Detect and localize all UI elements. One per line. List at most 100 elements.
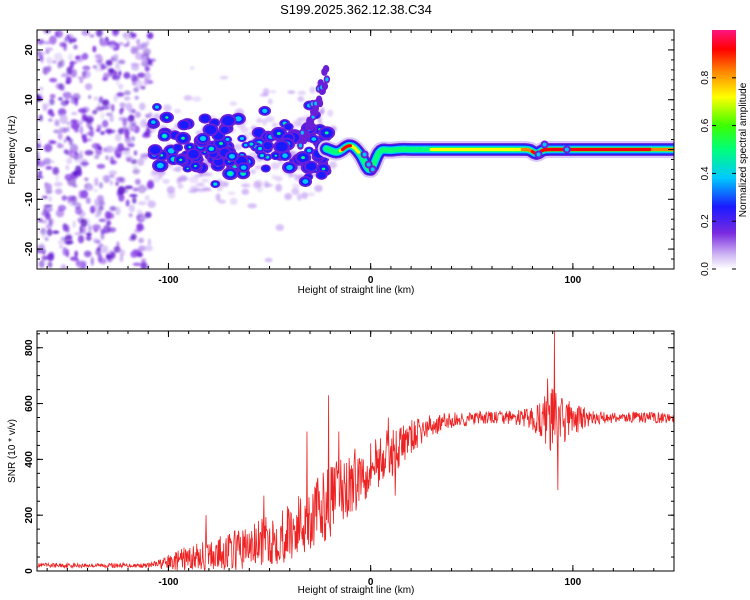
streak-blob bbox=[321, 82, 329, 91]
noise-blob bbox=[68, 138, 74, 146]
noise-blob bbox=[120, 106, 125, 113]
noise-blob bbox=[37, 151, 40, 157]
noise-blob bbox=[115, 181, 119, 186]
halo-blob bbox=[189, 176, 199, 184]
colorbar-ticks: 0.0 0.2 0.4 0.6 0.8 bbox=[700, 70, 736, 276]
halo-blob bbox=[255, 117, 264, 124]
noise-blob bbox=[93, 228, 98, 233]
y-tick-label: 600 bbox=[24, 395, 35, 412]
noise-blob bbox=[102, 245, 109, 253]
noise-blob bbox=[94, 177, 99, 187]
noise-blob bbox=[141, 118, 148, 124]
ridge-blob bbox=[241, 172, 245, 175]
noise-blob bbox=[136, 38, 141, 45]
halo-blob bbox=[297, 96, 305, 102]
ridge-blob bbox=[179, 158, 183, 162]
noise-blob bbox=[130, 233, 137, 241]
noise-blob bbox=[48, 251, 55, 257]
ridge-blob bbox=[286, 164, 293, 171]
noise-blob bbox=[94, 198, 99, 206]
noise-blob bbox=[64, 236, 73, 245]
ridge-blob bbox=[321, 167, 326, 171]
noise-blob bbox=[43, 158, 52, 165]
noise-blob bbox=[131, 33, 137, 38]
noise-blob bbox=[122, 117, 128, 127]
ridge-blob bbox=[214, 183, 217, 185]
noise-blob bbox=[128, 204, 135, 213]
y-tick-label: 10 bbox=[24, 94, 35, 106]
halo-blob bbox=[174, 166, 182, 173]
ridge-blob bbox=[150, 145, 161, 155]
noise-blob bbox=[148, 58, 156, 62]
noise-blob bbox=[67, 53, 73, 61]
noise-blob bbox=[82, 225, 86, 235]
noise-blob bbox=[109, 115, 114, 123]
noise-blob bbox=[55, 173, 60, 182]
noise-blob bbox=[96, 124, 102, 130]
ridge-blob bbox=[301, 156, 305, 160]
ridge-blob bbox=[167, 148, 175, 154]
noise-blob bbox=[110, 253, 115, 260]
noise-blob bbox=[109, 44, 117, 49]
ridge-blob bbox=[276, 131, 281, 135]
noise-blob bbox=[119, 102, 126, 108]
noise-blob bbox=[98, 182, 104, 189]
noise-blob bbox=[72, 170, 78, 176]
noise-blob bbox=[77, 234, 85, 244]
noise-blob bbox=[129, 194, 138, 198]
noise-blob bbox=[50, 140, 57, 144]
noise-blob bbox=[92, 109, 98, 115]
noise-blob bbox=[97, 59, 102, 67]
noise-blob bbox=[92, 237, 100, 243]
noise-blob bbox=[37, 53, 43, 57]
noise-blob bbox=[63, 149, 69, 154]
noise-blob bbox=[46, 228, 53, 237]
noise-blob bbox=[108, 170, 118, 176]
x-tick-label: 100 bbox=[565, 275, 582, 286]
ridge-blob bbox=[240, 165, 247, 170]
halo-blob bbox=[262, 118, 267, 126]
noise-blob bbox=[48, 218, 53, 226]
noise-blob bbox=[52, 166, 60, 176]
ridge-blob bbox=[181, 136, 185, 140]
noise-blob bbox=[143, 131, 150, 135]
noise-blob bbox=[106, 212, 115, 219]
streak-blob bbox=[312, 108, 319, 117]
noise-blob bbox=[144, 245, 153, 252]
noise-blob bbox=[118, 176, 126, 184]
noise-blob bbox=[84, 83, 93, 91]
halo-blob bbox=[309, 86, 316, 94]
noise-blob bbox=[117, 128, 124, 135]
noise-blob bbox=[109, 179, 113, 186]
noise-blob bbox=[81, 30, 90, 36]
noise-blob bbox=[123, 90, 131, 96]
noise-blob bbox=[105, 59, 113, 66]
noise-blob bbox=[60, 73, 69, 78]
ridge-blob bbox=[165, 116, 169, 119]
streak-core bbox=[325, 77, 329, 82]
noise-blob bbox=[96, 247, 102, 251]
colorbar-gradient bbox=[712, 30, 736, 269]
noise-blob bbox=[38, 114, 43, 122]
noise-blob bbox=[100, 112, 105, 120]
x-tick-label: -100 bbox=[158, 577, 178, 588]
noise-blob bbox=[67, 199, 71, 204]
noise-blob bbox=[100, 131, 106, 135]
noise-blob bbox=[84, 150, 94, 156]
noise-blob bbox=[50, 112, 55, 117]
noise-blob bbox=[61, 195, 68, 201]
noise-blob bbox=[105, 155, 109, 161]
noise-blob bbox=[85, 197, 91, 204]
noise-blob bbox=[128, 212, 133, 218]
noise-blob bbox=[41, 232, 48, 239]
ridge-knot-core bbox=[564, 147, 569, 152]
noise-blob bbox=[47, 118, 53, 122]
noise-blob bbox=[47, 261, 53, 268]
ridge-knot-core bbox=[536, 152, 541, 157]
noise-blob bbox=[130, 158, 138, 165]
streak-blob bbox=[322, 64, 330, 73]
ridge-blob bbox=[156, 162, 164, 169]
noise-blob bbox=[116, 241, 120, 250]
